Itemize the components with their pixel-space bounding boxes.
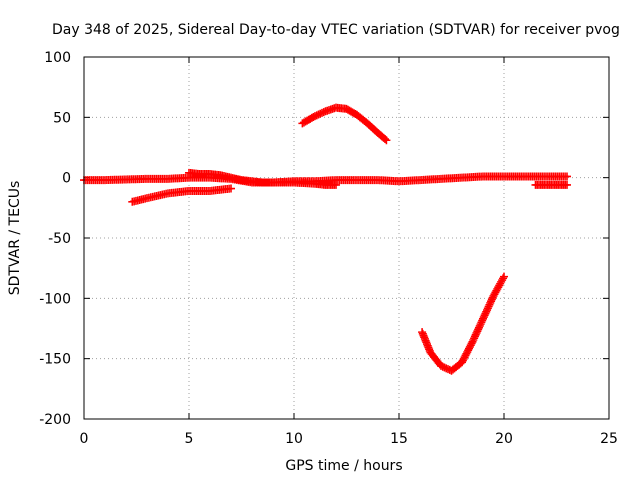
y-tick-label: 50 xyxy=(53,110,71,126)
data-point xyxy=(477,318,486,327)
data-point xyxy=(227,184,235,193)
data-point xyxy=(314,110,323,119)
series-arc-2 xyxy=(185,168,340,189)
data-point xyxy=(483,304,492,313)
data-point xyxy=(486,298,495,307)
data-point xyxy=(479,313,488,322)
data-point xyxy=(474,325,483,334)
data-point xyxy=(471,330,480,339)
x-tick-label: 0 xyxy=(80,431,89,447)
data-point xyxy=(485,300,494,309)
data-point xyxy=(476,320,485,329)
y-tick-label: 100 xyxy=(44,50,71,66)
data-point xyxy=(500,272,508,281)
data-point xyxy=(475,321,484,330)
data-point xyxy=(482,307,491,316)
data-point xyxy=(438,362,447,371)
y-tick-label: -200 xyxy=(39,412,71,428)
data-point xyxy=(437,361,445,370)
data-point xyxy=(483,306,492,315)
y-tick-label: 0 xyxy=(62,171,71,187)
y-axis-label: SDTVAR / TECUs xyxy=(7,181,23,296)
plot-frame xyxy=(83,56,610,420)
data-point xyxy=(473,327,482,336)
x-tick-label: 25 xyxy=(600,431,618,447)
x-tick-label: 20 xyxy=(495,431,513,447)
data-point xyxy=(488,293,497,302)
data-point xyxy=(480,311,489,320)
x-axis-label: GPS time / hours xyxy=(285,458,402,474)
data-point xyxy=(481,309,490,318)
data-points xyxy=(80,103,571,375)
data-point xyxy=(381,135,389,144)
data-point xyxy=(563,180,571,189)
data-point xyxy=(469,336,478,345)
data-point xyxy=(563,172,571,181)
y-tick-label: -100 xyxy=(39,291,71,307)
data-point xyxy=(487,295,496,304)
data-point xyxy=(440,363,449,372)
data-point xyxy=(479,314,487,323)
data-point xyxy=(487,297,496,306)
data-point xyxy=(318,108,326,117)
series-arc-5 xyxy=(418,272,508,375)
y-tick-label: -150 xyxy=(39,352,71,368)
data-point xyxy=(319,108,328,117)
data-point xyxy=(478,316,487,325)
chart-title: Day 348 of 2025, Sidereal Day-to-day VTE… xyxy=(52,22,620,38)
x-tick-label: 5 xyxy=(185,431,194,447)
data-point xyxy=(467,339,476,348)
data-point xyxy=(499,274,508,283)
data-point xyxy=(468,337,477,346)
series-arc-6 xyxy=(531,180,571,189)
data-point xyxy=(470,332,479,341)
data-point xyxy=(472,328,481,337)
data-point xyxy=(484,302,493,311)
data-point xyxy=(442,364,451,373)
grid xyxy=(84,57,609,419)
data-point xyxy=(470,334,479,343)
data-point xyxy=(382,136,391,145)
x-tick-label: 10 xyxy=(285,431,303,447)
series-arc-3 xyxy=(128,184,235,206)
data-point xyxy=(311,112,319,121)
y-tick-label: -50 xyxy=(48,231,71,247)
data-point xyxy=(316,109,325,118)
data-point xyxy=(474,323,483,332)
series-arc-4 xyxy=(298,103,391,145)
data-point xyxy=(312,111,321,120)
x-tick-label: 15 xyxy=(390,431,408,447)
data-point xyxy=(332,180,340,189)
